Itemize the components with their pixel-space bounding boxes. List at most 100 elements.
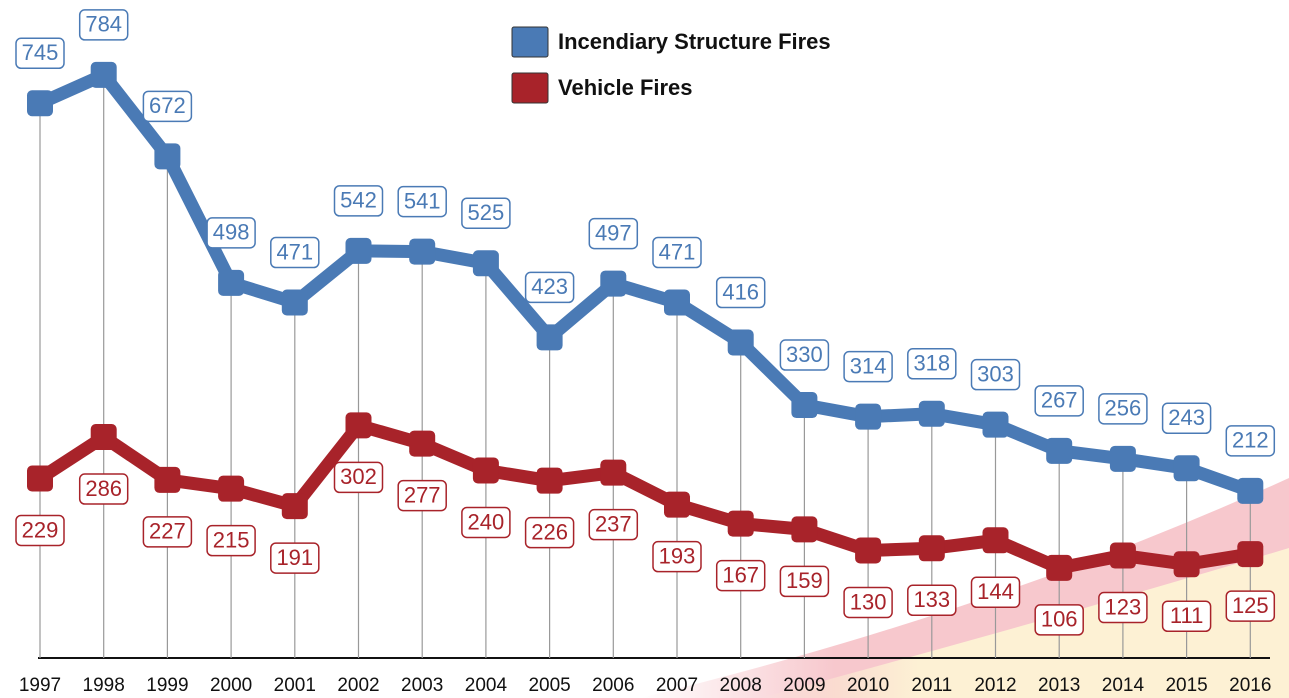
value-label-box [843,586,893,619]
value-label-box [652,540,702,573]
value-label-box [397,185,447,218]
point-marker [1109,542,1136,569]
value-label-box [78,473,129,505]
value-label: 303 [970,358,1021,391]
value-label-text: 229 [22,517,59,542]
value-label-box [907,348,957,380]
value-label-text: 144 [977,579,1014,604]
value-label-text: 423 [531,274,568,299]
value-label-box [779,565,830,598]
value-label: 318 [907,348,957,380]
value-label: 525 [461,197,511,229]
value-label: 745 [15,37,65,70]
value-label: 215 [206,524,256,557]
value-label-text: 318 [913,351,950,376]
value-label: 191 [270,542,320,574]
value-label: 497 [588,217,639,250]
value-label: 243 [1161,402,1212,435]
value-label: 130 [843,586,893,619]
value-label-text: 167 [722,562,759,587]
value-label-text: 256 [1105,396,1142,421]
value-label-box [142,516,193,548]
x-tick-label: 2014 [1102,675,1145,696]
value-label-text: 672 [149,93,186,118]
point-marker [218,475,245,502]
value-label: 106 [1034,604,1084,636]
value-label-text: 416 [722,279,759,304]
point-marker [982,411,1009,438]
value-label: 471 [652,236,702,269]
value-label-text: 125 [1232,593,1269,618]
value-label: 541 [397,185,447,218]
value-label-text: 111 [1170,603,1203,628]
point-marker [345,237,372,264]
value-label: 226 [524,516,575,549]
point-marker [1046,437,1073,464]
value-label: 256 [1098,393,1148,425]
value-label-text: 277 [404,482,441,507]
value-label-box [588,217,639,250]
value-label-box [715,559,766,592]
point-marker [664,491,690,518]
value-label-box [1225,425,1276,457]
point-marker [154,143,181,170]
x-tick-label: 1999 [146,675,188,696]
value-label: 123 [1098,591,1148,624]
value-label-box [78,9,129,41]
value-label-box [1098,591,1148,624]
value-label-text: 227 [149,519,186,544]
value-label-box [270,542,320,574]
value-label: 498 [206,217,256,249]
value-label-text: 133 [913,587,950,612]
value-label-box [1098,393,1148,425]
value-label: 159 [779,565,830,598]
value-label-text: 542 [340,188,377,213]
x-tick-label: 2016 [1229,675,1271,696]
value-label: 229 [15,514,65,547]
point-marker [1109,445,1136,472]
value-label-box [397,479,447,512]
value-label-text: 130 [850,589,887,614]
x-tick-label: 2013 [1038,675,1080,696]
point-marker [1237,541,1264,568]
value-label: 133 [907,584,957,617]
value-label: 267 [1034,385,1084,417]
point-marker [918,400,945,427]
point-marker [409,430,436,457]
value-label-box [1034,385,1084,417]
value-label: 240 [461,506,511,539]
value-label-box [206,524,256,557]
value-label-text: 525 [468,200,505,225]
value-label-box [15,37,65,70]
x-tick-label: 1997 [19,675,61,696]
value-label: 111 [1161,600,1212,633]
value-label-box [270,236,320,269]
point-marker [27,90,53,117]
value-label-text: 212 [1232,428,1269,453]
value-label: 277 [397,479,447,512]
point-marker [90,424,117,451]
point-marker [1173,455,1200,482]
point-marker [281,493,308,520]
value-label-text: 215 [213,527,250,552]
background-bands [640,478,1289,698]
value-label: 784 [78,9,129,41]
value-label-box [652,236,702,269]
value-label-box [1034,604,1084,636]
value-label-text: 123 [1105,594,1142,619]
point-marker [218,269,245,296]
value-label-text: 302 [340,464,377,489]
value-label-box [15,514,65,547]
point-marker [27,465,53,492]
value-label: 167 [715,559,766,592]
value-label-box [206,217,256,249]
value-label-text: 745 [22,40,59,65]
value-label-text: 106 [1041,607,1078,632]
value-label-text: 498 [213,220,250,245]
value-label-text: 240 [468,509,505,534]
value-label-text: 303 [977,361,1014,386]
point-marker [1046,554,1073,581]
value-label-text: 191 [276,545,313,570]
value-label: 144 [970,576,1021,609]
